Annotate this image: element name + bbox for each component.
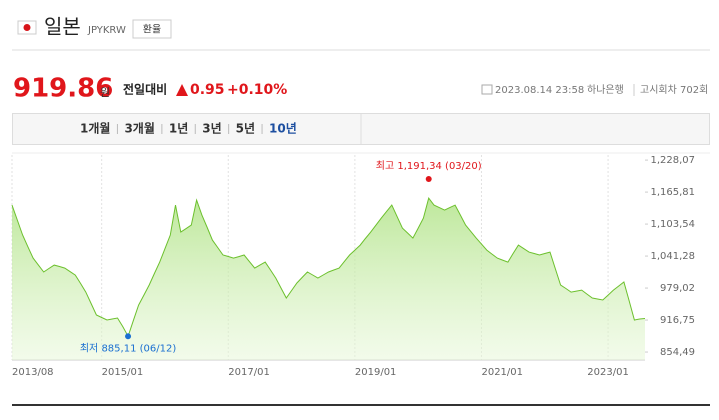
extreme-label: 최고 1,191,34 (03/20) — [376, 160, 482, 172]
y-tick-label: 1,041,28 — [650, 251, 695, 262]
y-tick-label: 1,165,81 — [650, 187, 695, 198]
flag-dot — [23, 24, 31, 31]
extreme-label: 최저 885,11 (06/12) — [80, 342, 176, 354]
x-tick-label: 2023/01 — [587, 367, 629, 378]
x-tick-label: 2017/01 — [228, 367, 270, 378]
currency-code: JPYKRW — [87, 25, 126, 36]
extreme-marker — [425, 175, 432, 182]
x-tick-label: 2019/01 — [355, 367, 397, 378]
tab[interactable]: 5년 — [236, 122, 255, 136]
tab[interactable]: 3개월 — [124, 121, 154, 136]
change-label: 전일대비 — [123, 82, 167, 97]
chart: 2013/08 2015/01 2017/01 2019/01 2021/01 2023/… — [11, 155, 695, 378]
y-tick-label: 916,75 — [660, 315, 695, 326]
change: 0.95 — [190, 82, 225, 98]
round: 고시회차 702회 — [640, 84, 708, 96]
rate-button-label[interactable]: 환율 — [143, 24, 161, 36]
extreme-marker — [125, 333, 132, 340]
tab-group: 1개월 3개월 1년 3년 5년 10년 — [80, 121, 297, 136]
y-tick-label: 1,103,54 — [650, 219, 695, 230]
country-title: 일본 — [44, 15, 81, 39]
y-tick-label: 1,228,07 — [650, 155, 695, 166]
price-unit: 원 — [100, 86, 110, 99]
y-tick-label: 979,02 — [660, 283, 695, 294]
tab[interactable]: 1개월 — [80, 121, 110, 136]
line-area — [12, 198, 645, 360]
tab[interactable]: 3년 — [202, 122, 221, 136]
up-arrow — [176, 84, 188, 96]
price: 919.86 — [13, 74, 113, 104]
x-tick-label: 2021/01 — [481, 367, 523, 378]
x-tick-label: 2015/01 — [102, 367, 144, 378]
tab[interactable]: 1년 — [169, 122, 188, 136]
line — [11, 196, 646, 338]
y-tick-label: 854,49 — [660, 347, 695, 358]
tab[interactable]: 10년 — [269, 122, 297, 136]
clock-icon — [481, 84, 493, 95]
bank: 하나은행 — [587, 83, 624, 96]
x-tick-label: 2013/08 — [12, 367, 54, 378]
quote-time: 2023.08.14 23:58 — [495, 85, 584, 96]
rate-button[interactable] — [132, 19, 172, 39]
change-pct: +0.10% — [227, 82, 287, 98]
